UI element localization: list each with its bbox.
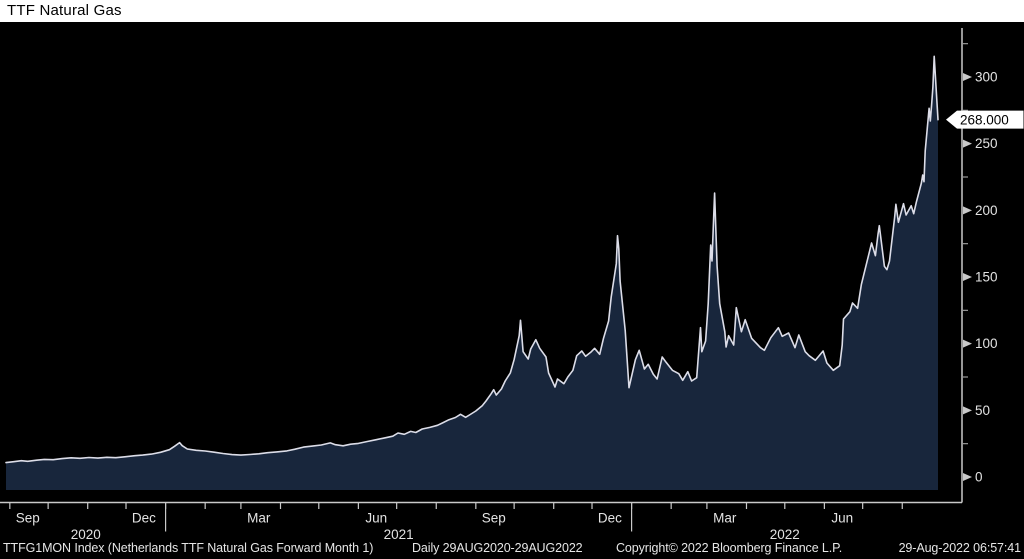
- y-tick-label: 150: [975, 270, 998, 285]
- price-line: [5, 55, 939, 464]
- area-fill: [6, 56, 938, 491]
- timestamp-label: 29-Aug-2022 06:57:41: [898, 541, 1022, 555]
- status-bar: TTFG1MON Index (Netherlands TTF Natural …: [0, 539, 1024, 559]
- last-price-text: 268.000: [960, 113, 1009, 128]
- last-price-tag: 268.000: [946, 110, 1024, 129]
- y-tick-arrow: [963, 273, 972, 281]
- y-tick-arrow: [963, 73, 972, 81]
- copyright-label: Copyright© 2022 Bloomberg Finance L.P.: [616, 541, 843, 555]
- y-tick-label: 300: [975, 70, 998, 85]
- y-tick-arrow: [963, 206, 972, 215]
- date-range-label: Daily 29AUG2020-29AUG2022: [412, 541, 583, 555]
- page-title: TTF Natural Gas: [7, 2, 122, 19]
- month-label: Sep: [16, 511, 40, 526]
- y-tick-label: 100: [975, 336, 998, 351]
- y-tick-arrow: [963, 473, 972, 481]
- y-tick-label: 0: [975, 470, 983, 485]
- y-tick-arrow: [963, 406, 972, 415]
- month-label: Mar: [713, 511, 737, 526]
- year-label: 2022: [770, 527, 800, 542]
- y-tick-arrow: [963, 339, 972, 348]
- y-tick-label: 50: [975, 403, 990, 418]
- y-tick-label: 250: [975, 136, 998, 151]
- month-label: Dec: [598, 511, 622, 526]
- month-label: Dec: [132, 511, 156, 526]
- month-label: Sep: [482, 511, 506, 526]
- security-description: TTFG1MON Index (Netherlands TTF Natural …: [3, 541, 374, 555]
- year-label: 2021: [384, 527, 414, 542]
- chart-title-bar: TTF Natural Gas: [0, 0, 1024, 22]
- year-label: 2020: [71, 527, 101, 542]
- month-label: Mar: [247, 511, 271, 526]
- month-label: Jun: [365, 511, 387, 526]
- month-label: Jun: [831, 511, 853, 526]
- y-tick-arrow: [963, 139, 972, 148]
- last-price-tag-shape: [946, 110, 1024, 129]
- y-tick-label: 200: [975, 203, 998, 218]
